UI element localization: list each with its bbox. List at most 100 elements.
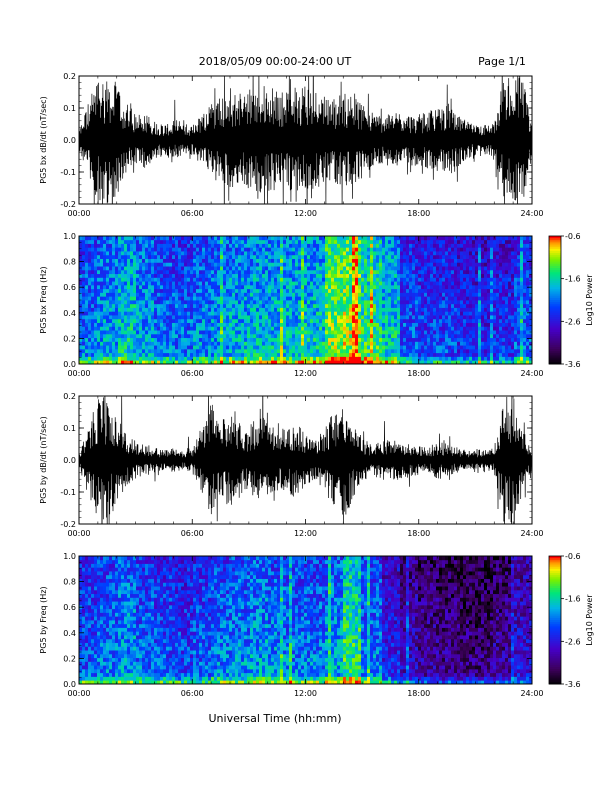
spectrogram-cell bbox=[85, 277, 89, 282]
spectrogram-cell bbox=[256, 269, 260, 275]
spectrogram-cell bbox=[445, 303, 449, 308]
spectrogram-cell bbox=[343, 326, 347, 331]
spectrogram-cell bbox=[424, 356, 428, 361]
spectrogram-cell bbox=[292, 251, 296, 256]
spectrogram-cell bbox=[280, 247, 284, 252]
spectrogram-cell bbox=[295, 311, 299, 316]
spectrogram-cell bbox=[85, 266, 89, 271]
spectrogram-cell bbox=[112, 239, 116, 244]
spectrogram-cell bbox=[478, 307, 482, 312]
spectrogram-cell bbox=[313, 239, 317, 244]
spectrogram-cell bbox=[400, 288, 404, 293]
spectrogram-cell bbox=[403, 288, 407, 293]
spectrogram-cell bbox=[148, 341, 152, 346]
spectrogram-cell bbox=[133, 281, 137, 286]
spectrogram-cell bbox=[406, 262, 410, 267]
spectrogram-cell bbox=[475, 288, 479, 293]
spectrogram-cell bbox=[238, 341, 242, 346]
spectrogram-cell bbox=[340, 356, 344, 361]
spectrogram-cell bbox=[385, 281, 389, 286]
spectrogram-cell bbox=[202, 345, 206, 350]
spectrogram-cell bbox=[235, 303, 239, 308]
spectrogram-cell bbox=[406, 341, 410, 346]
spectrogram-cell bbox=[334, 356, 338, 361]
spectrogram-cell bbox=[412, 288, 416, 293]
spectrogram-cell bbox=[157, 262, 161, 267]
spectrogram-cell bbox=[481, 288, 485, 293]
spectrogram-cell bbox=[148, 254, 152, 259]
spectrogram-cell bbox=[466, 292, 470, 297]
spectrogram-cell bbox=[376, 307, 380, 312]
spectrogram-cell bbox=[328, 322, 332, 327]
spectrogram-cell bbox=[388, 300, 392, 305]
spectrogram-cell bbox=[400, 258, 404, 263]
spectrogram-cell bbox=[418, 345, 422, 350]
spectrogram-cell bbox=[256, 303, 260, 308]
spectrogram-cell bbox=[292, 356, 296, 361]
spectrogram-cell bbox=[88, 360, 92, 365]
spectrogram-cell bbox=[367, 254, 371, 259]
spectrogram-cell bbox=[343, 296, 347, 301]
spectrogram-cell bbox=[364, 333, 368, 339]
spectrogram-cell bbox=[334, 258, 338, 263]
spectrogram-cell bbox=[211, 345, 215, 350]
spectrogram-cell bbox=[97, 292, 101, 297]
spectrogram-cell bbox=[469, 348, 473, 354]
spectrogram-cell bbox=[310, 307, 314, 312]
spectrogram-cell bbox=[151, 307, 155, 312]
spectrogram-cell bbox=[439, 330, 443, 335]
spectrogram-cell bbox=[163, 307, 167, 312]
spectrogram-cell bbox=[490, 247, 494, 252]
spectrogram-cell bbox=[172, 315, 176, 320]
spectrogram-cell bbox=[286, 273, 290, 278]
spectrogram-cell bbox=[319, 330, 323, 335]
spectrogram-cell bbox=[97, 307, 101, 312]
spectrogram-cell bbox=[475, 360, 479, 365]
spectrogram-cell bbox=[499, 247, 503, 252]
spectrogram-cell bbox=[205, 326, 209, 331]
spectrogram-cell bbox=[427, 345, 431, 350]
spectrogram-cell bbox=[418, 273, 422, 278]
spectrogram-cell bbox=[382, 311, 386, 316]
spectrogram-cell bbox=[388, 284, 392, 290]
spectrogram-cell bbox=[127, 277, 131, 282]
spectrogram-cell bbox=[133, 269, 137, 275]
spectrogram-cell bbox=[121, 326, 125, 331]
spectrogram-cell bbox=[337, 333, 341, 339]
spectrogram-cell bbox=[382, 330, 386, 335]
spectrogram-cell bbox=[187, 292, 191, 297]
spectrogram-cell bbox=[223, 341, 227, 346]
spectrogram-cell bbox=[154, 326, 158, 331]
spectrogram-cell bbox=[367, 345, 371, 350]
spectrogram-cell bbox=[142, 247, 146, 252]
spectrogram-cell bbox=[424, 273, 428, 278]
spectrogram-cell bbox=[406, 311, 410, 316]
spectrogram-cell bbox=[472, 273, 476, 278]
spectrogram-cell bbox=[373, 345, 377, 350]
spectrogram-cell bbox=[316, 277, 320, 282]
spectrogram-cell bbox=[91, 288, 95, 293]
spectrogram-cell bbox=[475, 273, 479, 278]
spectrogram-cell bbox=[91, 333, 95, 339]
spectrogram-cell bbox=[490, 333, 494, 339]
spectrogram-cell bbox=[169, 266, 173, 271]
spectrogram-cell bbox=[475, 292, 479, 297]
spectrogram-cell bbox=[103, 277, 107, 282]
spectrogram-cell bbox=[337, 337, 341, 342]
spectrogram-cell bbox=[79, 300, 83, 305]
spectrogram-cell bbox=[493, 292, 497, 297]
spectrogram-cell bbox=[307, 296, 311, 301]
spectrogram-cell bbox=[268, 341, 272, 346]
spectrogram-cell bbox=[100, 296, 104, 301]
spectrogram-cell bbox=[139, 307, 143, 312]
spectrogram-cell bbox=[313, 307, 317, 312]
spectrogram-cell bbox=[253, 348, 257, 354]
spectrogram-cell bbox=[196, 281, 200, 286]
spectrogram-cell bbox=[220, 337, 224, 342]
spectrogram-cell bbox=[262, 258, 266, 263]
spectrogram-cell bbox=[118, 326, 122, 331]
spectrogram-cell bbox=[346, 296, 350, 301]
spectrogram-cell bbox=[139, 288, 143, 293]
spectrogram-cell bbox=[274, 258, 278, 263]
spectrogram-cell bbox=[256, 247, 260, 252]
